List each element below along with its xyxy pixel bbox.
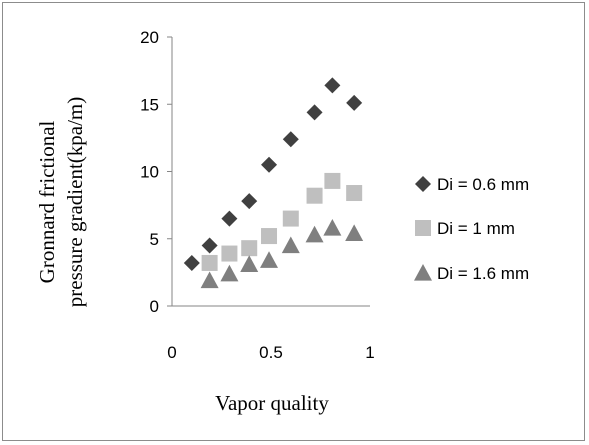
data-point-triangle (260, 251, 279, 268)
data-point-triangle (305, 225, 324, 243)
data-point-square (201, 254, 218, 271)
x-tick-label: 1 (365, 343, 374, 362)
data-point-diamond (261, 156, 278, 173)
y-tick-label: 20 (140, 28, 159, 47)
data-point-diamond (241, 193, 258, 210)
y-tick-label: 15 (140, 95, 159, 114)
series-1-points (183, 77, 363, 271)
legend-marker-triangle (414, 264, 432, 281)
data-point-triangle (200, 271, 219, 289)
legend: Di = 0.6 mm Di = 1 mm Di = 1.6 mm (414, 175, 529, 283)
legend-label: Di = 1.6 mm (437, 264, 529, 283)
y-axis-title-line-1: Gronnard frictional (35, 120, 59, 283)
series-3-points (200, 218, 364, 289)
data-point-diamond (183, 254, 200, 271)
x-tick-label: 0 (167, 343, 176, 362)
data-point-triangle (345, 224, 364, 242)
x-tick-labels: 0 0.5 1 (167, 343, 374, 362)
data-point-square (221, 245, 238, 262)
y-tick-label: 5 (150, 230, 159, 249)
legend-item: Di = 0.6 mm (415, 175, 529, 194)
x-axis-title: Vapor quality (215, 391, 329, 415)
legend-marker-square (415, 220, 431, 236)
data-point-square (324, 172, 341, 189)
legend-label: Di = 1 mm (437, 219, 515, 238)
y-tick-label: 10 (140, 163, 159, 182)
data-points (183, 77, 364, 289)
data-point-diamond (221, 210, 238, 227)
data-point-triangle (323, 218, 342, 236)
data-point-diamond (282, 131, 299, 148)
legend-item: Di = 1.6 mm (414, 264, 529, 283)
data-point-diamond (201, 237, 218, 254)
data-point-square (346, 185, 363, 202)
legend-label: Di = 0.6 mm (437, 175, 529, 194)
data-point-diamond (324, 77, 341, 94)
data-point-square (241, 240, 258, 257)
legend-marker-diamond (415, 176, 431, 192)
y-tick-label: 0 (150, 297, 159, 316)
data-point-square (282, 210, 299, 227)
axes (167, 36, 370, 307)
data-point-triangle (220, 264, 239, 282)
y-axis-title-line-2: pressure gradient(kpa/m) (63, 97, 87, 308)
y-tick-labels: 0 5 10 15 20 (140, 28, 159, 316)
data-point-diamond (306, 104, 323, 121)
series-2-points (201, 172, 363, 271)
data-point-triangle (240, 255, 259, 272)
data-point-square (261, 228, 278, 245)
data-point-diamond (346, 94, 363, 111)
data-point-triangle (281, 236, 300, 254)
data-point-square (306, 187, 323, 204)
legend-item: Di = 1 mm (415, 219, 515, 238)
x-tick-label: 0.5 (259, 343, 283, 362)
